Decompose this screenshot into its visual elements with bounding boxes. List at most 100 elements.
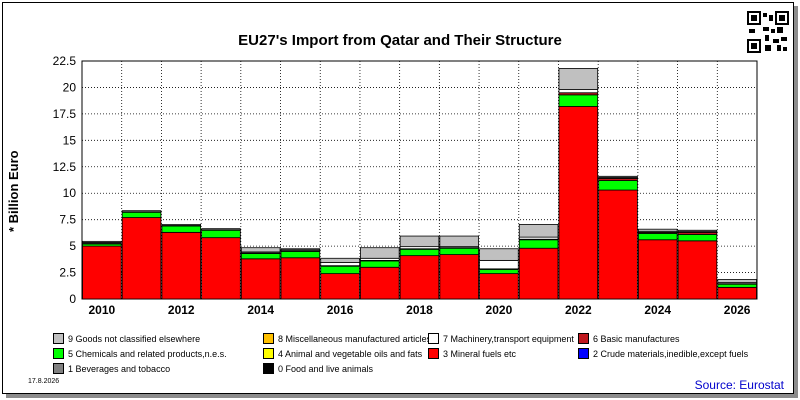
bar-segment bbox=[360, 247, 400, 259]
qr-code-icon bbox=[747, 11, 789, 53]
bar-segment bbox=[161, 231, 202, 300]
legend-swatch bbox=[263, 363, 274, 374]
legend-item: 0 Food and live animals bbox=[263, 363, 373, 374]
date-label: 17.8.2026 bbox=[28, 378, 60, 385]
grid-lines bbox=[82, 61, 757, 299]
legend-label: 1 Beverages and tobacco bbox=[68, 363, 171, 374]
legend-label: 4 Animal and vegetable oils and fats bbox=[278, 348, 423, 359]
bar-segment bbox=[280, 250, 321, 259]
bar-segment bbox=[717, 279, 757, 284]
x-tick-label: 2014 bbox=[247, 303, 274, 317]
legend-swatch bbox=[263, 348, 274, 359]
bar-segment bbox=[320, 265, 360, 275]
y-tick-label: 7.5 bbox=[59, 213, 76, 227]
bar-segment bbox=[121, 211, 162, 218]
bar-segment bbox=[439, 254, 479, 300]
bar-segment bbox=[479, 248, 519, 261]
x-tick-label: 2022 bbox=[565, 303, 592, 317]
y-tick-label: 12.5 bbox=[53, 160, 77, 174]
bar-segment bbox=[201, 237, 241, 300]
legend-item: 9 Goods not classified elsewhere bbox=[53, 333, 200, 344]
bar-segment bbox=[82, 240, 122, 243]
legend-swatch bbox=[578, 348, 589, 359]
bar-segment bbox=[201, 229, 241, 239]
bar-segment bbox=[280, 248, 321, 251]
bar-segment bbox=[479, 268, 519, 275]
bar-segment bbox=[320, 262, 360, 267]
legend-swatch bbox=[53, 363, 64, 374]
bar-segment bbox=[399, 255, 440, 300]
legend-label: 3 Mineral fuels etc bbox=[443, 348, 517, 359]
bar-segment bbox=[479, 259, 519, 270]
y-tick-label: 17.5 bbox=[53, 107, 77, 121]
y-tick-label: 22.5 bbox=[53, 54, 77, 68]
x-tick-label: 2026 bbox=[724, 303, 751, 317]
bar-segment bbox=[439, 235, 479, 248]
bar-segment bbox=[558, 106, 599, 300]
legend-swatch bbox=[578, 333, 589, 344]
bar-segment bbox=[121, 217, 162, 300]
y-tick-label: 15 bbox=[63, 133, 77, 147]
bar-segment bbox=[518, 224, 559, 238]
bar-segment bbox=[240, 258, 281, 300]
bar-segment bbox=[280, 257, 321, 300]
bar-segment bbox=[399, 235, 440, 248]
legend-item: 7 Machinery,transport equipment bbox=[428, 333, 574, 344]
bar-segment bbox=[598, 189, 638, 300]
y-tick-label: 5 bbox=[69, 239, 76, 253]
bar-segment bbox=[558, 89, 599, 94]
bar-segment bbox=[637, 233, 678, 241]
bar-segment bbox=[717, 286, 757, 300]
legend-item: 8 Miscellaneous manufactured articles bbox=[263, 333, 431, 344]
bar-segment bbox=[677, 234, 718, 242]
bar-segment bbox=[82, 245, 122, 300]
legend-label: 9 Goods not classified elsewhere bbox=[68, 333, 201, 344]
bar-segment bbox=[518, 239, 559, 249]
x-tick-label: 2024 bbox=[644, 303, 671, 317]
bar-segment bbox=[121, 210, 162, 213]
bar-segment bbox=[479, 273, 519, 300]
y-tick-label: 0 bbox=[69, 292, 76, 306]
bar-segment bbox=[399, 248, 440, 257]
legend-label: 6 Basic manufactures bbox=[593, 333, 680, 344]
legend-label: 5 Chemicals and related products,n.e.s. bbox=[68, 348, 227, 359]
bar-segment bbox=[637, 239, 678, 300]
bar-segment bbox=[201, 228, 241, 231]
chart-title: EU27's Import from Qatar and Their Struc… bbox=[238, 32, 562, 49]
legend-swatch bbox=[428, 348, 439, 359]
x-tick-label: 2020 bbox=[486, 303, 513, 317]
x-tick-label: 2018 bbox=[406, 303, 433, 317]
y-tick-label: 20 bbox=[63, 80, 77, 94]
x-tick-label: 2012 bbox=[168, 303, 195, 317]
bar-segment bbox=[598, 180, 638, 191]
bar-segment bbox=[637, 228, 678, 232]
bar-segment bbox=[518, 247, 559, 300]
bar-segment bbox=[360, 266, 400, 300]
legend-label: 0 Food and live animals bbox=[278, 363, 374, 374]
legend-item: 3 Mineral fuels etc bbox=[428, 348, 516, 359]
x-tick-label: 2016 bbox=[327, 303, 354, 317]
x-tick-labels: 2010 2012 2014 2016 2018 2020 2022 2024 2026 bbox=[89, 303, 751, 317]
y-tick-labels: 0 2.5 5 7.5 10 12.5 15 17.5 20 22.5 bbox=[53, 54, 77, 306]
bar-segment bbox=[677, 229, 718, 232]
bar-segment bbox=[558, 94, 599, 107]
legend-label: 8 Miscellaneous manufactured articles bbox=[278, 333, 432, 344]
legend-swatch bbox=[263, 333, 274, 344]
bar-segment bbox=[161, 224, 202, 226]
x-tick-label: 2010 bbox=[89, 303, 116, 317]
legend-item: 1 Beverages and tobacco bbox=[53, 363, 170, 374]
y-tick-label: 2.5 bbox=[59, 266, 76, 280]
bar-segment bbox=[240, 247, 281, 253]
bar-segment bbox=[717, 283, 757, 288]
bar-segment bbox=[439, 247, 479, 255]
bar-segment bbox=[240, 253, 281, 260]
legend-item: 2 Crude materials,inedible,except fuels bbox=[578, 348, 748, 359]
bars bbox=[82, 68, 757, 300]
bar-segment bbox=[558, 68, 599, 90]
legend-swatch bbox=[428, 333, 439, 344]
legend-item: 5 Chemicals and related products,n.e.s. bbox=[53, 348, 227, 359]
source-label: Source: Eurostat bbox=[694, 378, 784, 392]
bar-segment bbox=[598, 175, 638, 178]
legend-item: 4 Animal and vegetable oils and fats bbox=[263, 348, 422, 359]
